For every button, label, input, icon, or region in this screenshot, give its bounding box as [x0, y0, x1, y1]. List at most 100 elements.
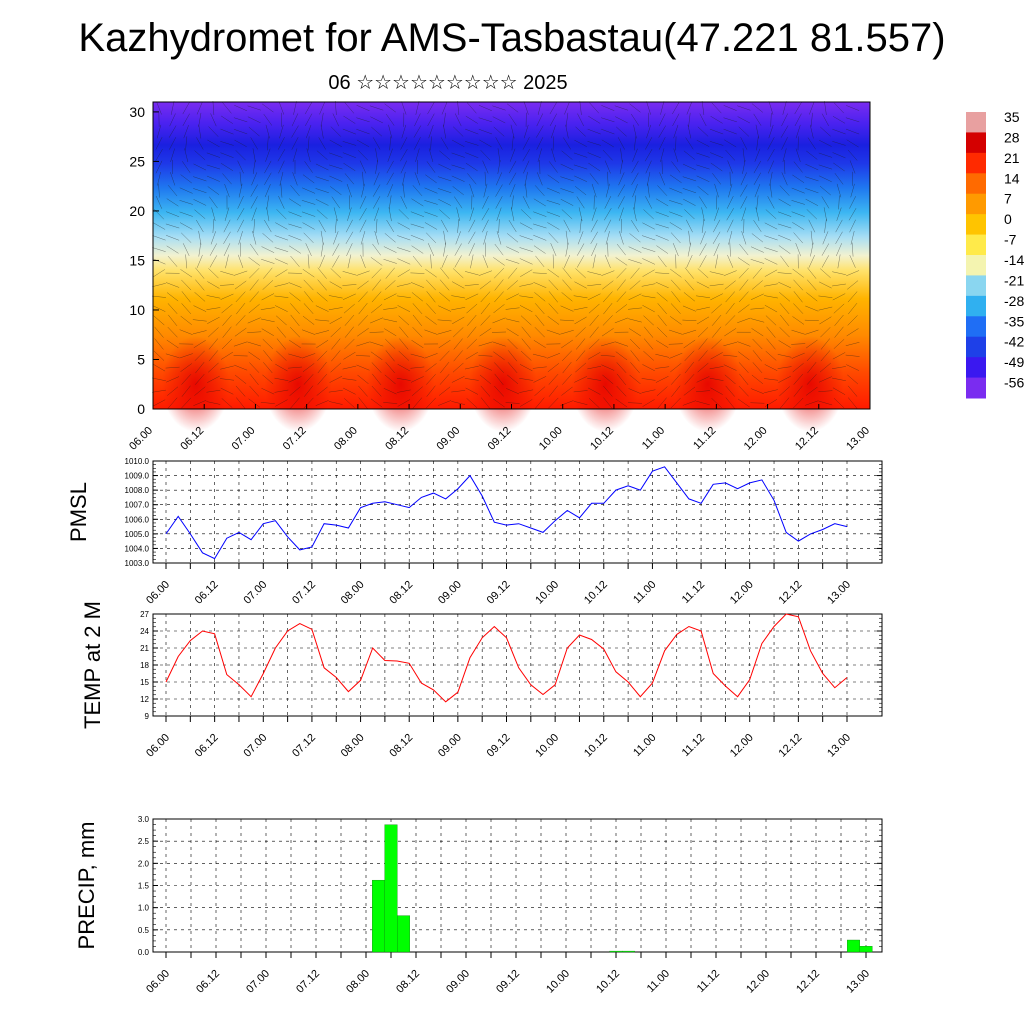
wind-barb — [411, 245, 424, 254]
wind-barb — [344, 173, 355, 185]
wind-barb — [535, 397, 545, 409]
wind-barb — [356, 270, 370, 276]
wind-barb — [547, 174, 560, 184]
y-tick-label: 1010.0 — [125, 457, 150, 466]
wind-barb — [493, 257, 505, 266]
wind-barb — [206, 389, 221, 393]
wind-barb — [669, 222, 682, 230]
wind-barb — [560, 176, 574, 182]
y-tick-label: 12 — [140, 695, 149, 704]
wind-barb — [385, 362, 395, 374]
wind-barb — [764, 364, 778, 371]
wind-barb — [220, 128, 234, 135]
wind-barb — [588, 303, 600, 314]
colorbar-swatch — [966, 316, 986, 338]
wind-barb — [478, 364, 492, 371]
wind-barb — [358, 291, 368, 303]
wind-barb — [397, 258, 411, 265]
wind-barb — [344, 398, 355, 408]
colorbar-swatch — [966, 377, 986, 399]
wind-barb — [675, 136, 677, 151]
wind-barb — [752, 362, 763, 374]
wind-barb — [577, 113, 584, 127]
wind-barb — [402, 183, 405, 198]
wind-barb — [262, 280, 274, 290]
wind-barb — [633, 195, 637, 210]
wind-barb — [483, 230, 488, 245]
wind-barb — [261, 388, 275, 395]
wind-barb — [334, 101, 337, 115]
wind-barb — [849, 254, 856, 268]
wind-barb — [793, 397, 804, 409]
wind-barb — [410, 272, 425, 274]
wind-barb — [274, 377, 289, 381]
wind-barb — [632, 148, 638, 162]
wind-barb — [806, 386, 818, 396]
wind-barb — [181, 291, 191, 303]
wind-barb — [741, 207, 747, 221]
wind-barb — [809, 124, 814, 139]
x-tick-label: 07.00 — [244, 968, 272, 996]
wind-barb — [617, 137, 625, 150]
y-tick-label: 10 — [129, 302, 145, 318]
wind-barb — [723, 117, 737, 123]
wind-barb — [713, 219, 721, 233]
wind-barb — [628, 246, 642, 253]
wind-barb — [641, 389, 656, 393]
wind-barb — [755, 207, 760, 222]
wind-barb — [777, 223, 792, 229]
wind-barb — [683, 198, 696, 206]
wind-barb — [196, 254, 203, 268]
y-tick-label: 1.0 — [138, 904, 150, 913]
wind-barb — [288, 366, 302, 369]
x-tick-label: 09.12 — [485, 732, 513, 760]
wind-barb — [686, 101, 693, 115]
wind-barb — [276, 350, 287, 361]
wind-barb — [208, 338, 219, 350]
wind-barb — [400, 160, 407, 174]
wind-barb — [329, 164, 343, 170]
wind-barb — [602, 291, 613, 303]
wind-barb — [628, 293, 642, 301]
wind-barb — [535, 314, 545, 327]
wind-barb — [769, 183, 773, 198]
wind-barb — [781, 172, 788, 186]
data-series-line — [165, 466, 848, 560]
wind-barb — [506, 293, 519, 301]
wind-barb — [824, 101, 827, 115]
wind-barb — [684, 279, 695, 291]
wind-barb — [426, 374, 436, 385]
wind-barb — [426, 279, 436, 291]
wind-barb — [320, 112, 324, 127]
wind-barb — [587, 387, 601, 395]
wind-barb — [414, 172, 421, 186]
wind-barb — [370, 257, 383, 266]
wind-barb — [465, 352, 478, 360]
x-tick-label: 07.00 — [241, 732, 269, 760]
wind-barb — [642, 364, 655, 372]
wind-barb — [401, 124, 407, 139]
wind-barb — [264, 219, 272, 233]
x-tick-label: 08.12 — [387, 579, 415, 607]
wind-barb — [756, 195, 759, 210]
wind-barb — [152, 305, 166, 312]
wind-barb — [194, 386, 206, 396]
wind-barb — [465, 152, 479, 159]
colorbar-swatch — [966, 173, 986, 195]
wind-barb — [467, 314, 477, 326]
wind-barb — [779, 185, 790, 196]
wind-barb — [697, 268, 709, 279]
wind-barb — [684, 267, 694, 279]
precip-bar — [847, 939, 860, 953]
wind-barb — [696, 152, 710, 158]
wind-barb — [343, 351, 356, 360]
wind-barb — [166, 339, 179, 349]
wind-barb — [806, 374, 817, 385]
wind-barb — [670, 397, 681, 409]
wind-barb — [655, 211, 669, 217]
wind-barb — [260, 307, 275, 310]
wind-barb — [396, 295, 411, 298]
wind-barb — [629, 338, 641, 350]
wind-barb — [561, 292, 573, 302]
wind-barb — [316, 209, 328, 219]
